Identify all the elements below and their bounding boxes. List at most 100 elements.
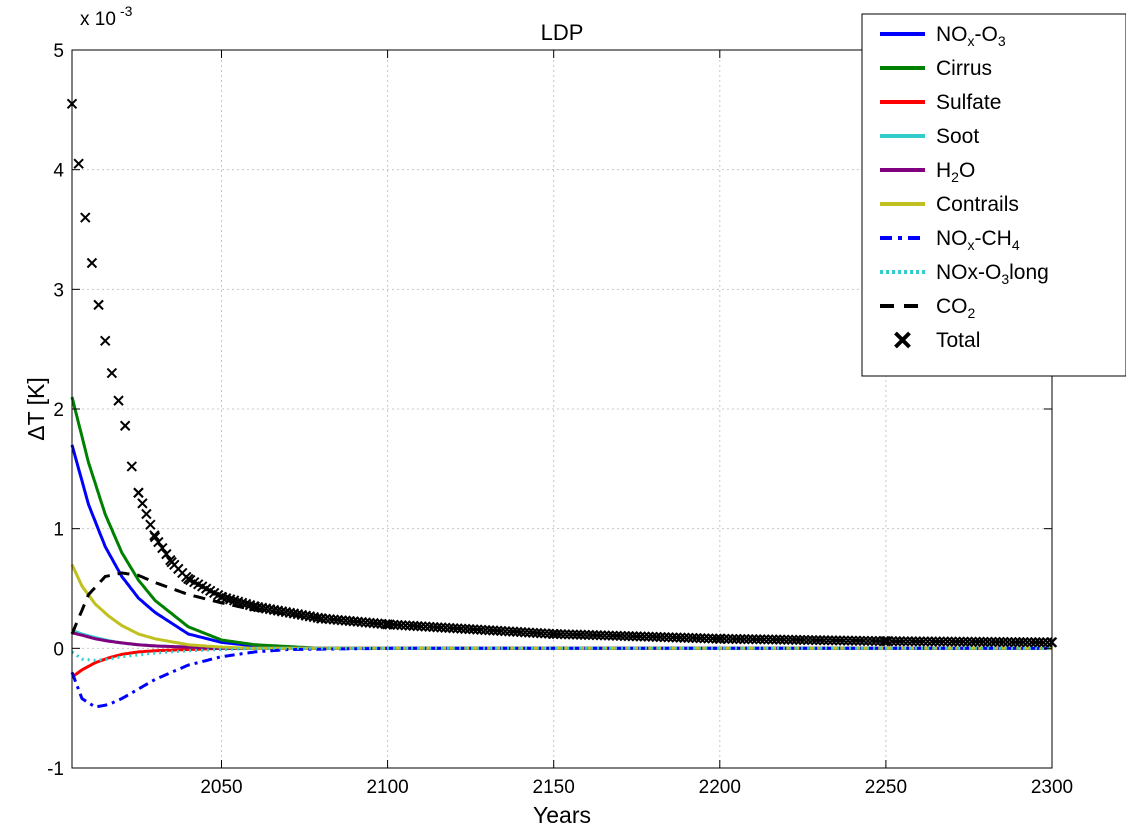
total-marker <box>635 631 646 642</box>
total-marker <box>787 634 798 646</box>
total-marker <box>440 622 451 633</box>
total-marker <box>100 335 111 346</box>
total-marker <box>663 632 674 643</box>
legend: NOx-O3CirrusSulfateSootH2OContrailsNOx-C… <box>861 13 1126 377</box>
total-marker <box>93 299 104 311</box>
total-marker <box>126 461 138 472</box>
total-marker <box>926 636 937 647</box>
total-marker <box>894 636 906 647</box>
total-marker <box>683 632 694 644</box>
total-marker <box>507 626 519 637</box>
total-marker <box>838 635 850 646</box>
total-marker <box>86 257 98 269</box>
total-marker <box>958 636 969 647</box>
legend-label-part: CO <box>936 295 968 318</box>
total-marker <box>599 630 611 641</box>
total-marker <box>886 635 898 647</box>
total-marker <box>870 635 882 647</box>
legend-label-soot: Soot <box>936 125 979 148</box>
total-marker <box>790 634 802 646</box>
y-tick-label: 0 <box>53 639 64 660</box>
total-marker <box>468 624 479 635</box>
total-marker <box>647 631 658 643</box>
total-marker <box>388 619 399 630</box>
legend-label-part: long <box>1009 261 1049 284</box>
total-marker <box>476 624 487 636</box>
total-marker <box>535 628 547 639</box>
total-marker <box>460 623 471 635</box>
total-marker <box>842 635 854 646</box>
total-marker <box>990 636 1001 648</box>
x-tick-label: 2050 <box>200 777 242 798</box>
x-tick-label: 2300 <box>1031 777 1073 798</box>
legend-label-part: NO <box>936 227 968 250</box>
total-marker <box>974 636 985 648</box>
total-marker <box>412 620 423 632</box>
total-marker <box>858 635 870 647</box>
total-marker <box>850 635 862 646</box>
total-marker <box>802 634 814 646</box>
chart-title: LDP <box>541 20 584 45</box>
total-marker <box>1026 636 1037 648</box>
total-marker <box>444 622 455 634</box>
total-marker <box>1034 637 1045 648</box>
total-marker <box>906 636 918 647</box>
y-exponent-power: -3 <box>120 3 133 19</box>
total-marker <box>711 633 722 644</box>
total-marker <box>1018 636 1029 648</box>
legend-label-nox-ch4: NOx-CH4 <box>936 227 1020 253</box>
total-marker <box>970 636 981 648</box>
legend-label-sulfate: Sulfate <box>936 91 1001 114</box>
legend-label-part: Contrails <box>936 193 1019 216</box>
legend-label-part: 4 <box>1012 237 1020 253</box>
total-marker <box>523 627 535 638</box>
total-marker <box>1042 637 1053 648</box>
total-marker <box>942 636 953 647</box>
total-marker <box>515 626 527 638</box>
total-marker <box>643 631 654 642</box>
total-marker <box>472 624 483 635</box>
total-marker <box>499 625 511 637</box>
total-marker <box>922 636 933 647</box>
total-marker <box>492 625 503 636</box>
total-marker <box>739 633 750 645</box>
total-marker <box>145 519 156 530</box>
total-marker <box>1014 636 1025 648</box>
total-marker <box>982 636 993 648</box>
total-marker <box>727 633 738 645</box>
total-marker <box>966 636 977 647</box>
series-nox-o3long-line <box>71 646 1052 662</box>
legend-label-part: -CH <box>975 227 1012 250</box>
total-marker <box>464 623 475 635</box>
y-tick-label: 5 <box>53 41 64 62</box>
total-marker <box>938 636 949 647</box>
total-marker <box>978 636 989 648</box>
total-marker <box>866 635 878 647</box>
total-marker <box>954 636 965 647</box>
total-marker <box>751 634 762 645</box>
total-marker <box>80 212 91 223</box>
total-marker <box>551 628 563 640</box>
total-marker <box>675 632 686 643</box>
total-marker <box>615 630 627 642</box>
y-tick-label: 2 <box>53 400 64 421</box>
total-marker <box>667 632 678 643</box>
total-marker <box>1010 636 1021 648</box>
total-marker <box>119 420 131 431</box>
total-marker <box>1038 637 1049 648</box>
legend-label-co2: CO2 <box>936 295 976 321</box>
series-total-markers <box>66 98 1058 648</box>
total-marker <box>775 634 786 645</box>
legend-box <box>861 13 1126 377</box>
total-marker <box>918 636 929 647</box>
total-marker <box>73 158 84 169</box>
total-marker <box>639 631 650 642</box>
total-marker <box>113 395 124 406</box>
total-marker <box>771 634 782 645</box>
total-marker <box>998 636 1009 648</box>
x-tick-label: 2200 <box>699 777 741 798</box>
total-marker <box>480 624 491 636</box>
x-tick-label: 2150 <box>533 777 575 798</box>
total-marker <box>723 633 734 645</box>
